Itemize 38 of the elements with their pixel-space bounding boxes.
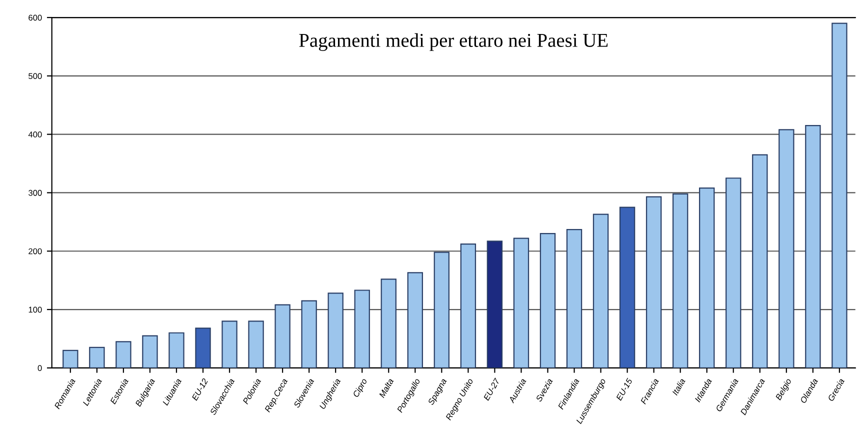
y-tick-label: 400 (28, 132, 42, 138)
bar (328, 292, 344, 368)
bar (805, 125, 821, 368)
bar (566, 228, 582, 368)
bar (195, 328, 211, 368)
bar (513, 238, 530, 368)
y-tick-label: 500 (28, 73, 42, 80)
bar (540, 233, 556, 368)
bar (301, 300, 317, 368)
bar (460, 244, 476, 368)
bar (116, 341, 132, 368)
bar (832, 22, 848, 368)
bar (619, 206, 636, 368)
bar (434, 252, 450, 368)
y-tick-label: 200 (28, 248, 42, 254)
bar (89, 346, 105, 368)
bar (274, 304, 290, 368)
y-tick-label: 600 (28, 14, 42, 21)
bar (726, 178, 742, 368)
text: Pagamenti medi per ettaro nei Paesi UE (299, 33, 608, 51)
bar (354, 290, 370, 368)
bar (646, 196, 662, 368)
bar (62, 350, 78, 368)
bar (699, 187, 715, 368)
bar (752, 154, 768, 368)
bar (486, 240, 503, 368)
bar (592, 214, 609, 368)
bar (168, 332, 184, 368)
bar (407, 272, 423, 368)
bar (380, 278, 396, 368)
bar (778, 129, 794, 368)
bar (672, 193, 688, 368)
y-tick-label: 0 (38, 365, 42, 372)
y-tick-label: 300 (28, 190, 42, 196)
bar (142, 335, 158, 368)
bar (222, 320, 238, 368)
bar (248, 320, 264, 368)
y-tick-label: 100 (28, 306, 42, 313)
